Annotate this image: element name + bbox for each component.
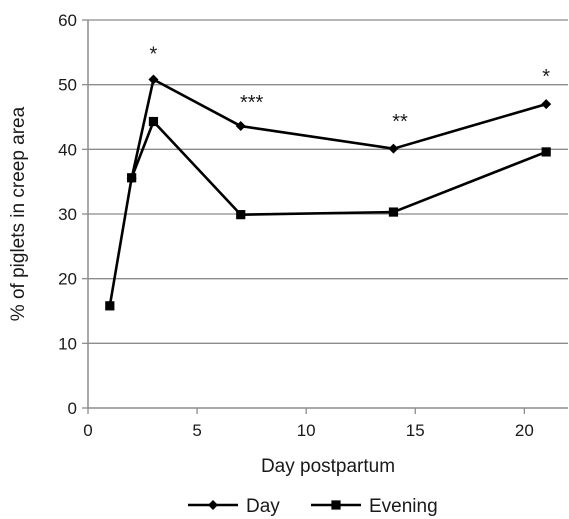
data-point-evening xyxy=(236,210,246,220)
x-tick-label: 0 xyxy=(83,421,92,440)
x-axis-label: Day postpartum xyxy=(261,456,395,477)
data-point-evening xyxy=(105,301,115,311)
legend-marker-evening xyxy=(331,500,341,510)
y-tick-label: 20 xyxy=(58,270,77,289)
y-tick-label: 60 xyxy=(58,11,77,30)
data-point-evening xyxy=(541,147,551,157)
y-tick-label: 50 xyxy=(58,76,77,95)
annotations: ******* xyxy=(150,43,551,133)
legend-label-day: Day xyxy=(246,496,280,517)
significance-annotation: ** xyxy=(392,111,408,133)
x-tick-label: 15 xyxy=(406,421,425,440)
data-point-day xyxy=(388,143,399,154)
data-point-day xyxy=(148,74,159,85)
data-point-evening xyxy=(127,173,137,183)
series-group xyxy=(105,74,552,311)
y-tick-label: 40 xyxy=(58,140,77,159)
data-point-day xyxy=(541,99,552,110)
y-axis-label: % of piglets in creep area xyxy=(8,106,29,321)
series-day xyxy=(126,74,552,184)
data-point-evening xyxy=(148,116,159,127)
y-tick-label: 10 xyxy=(58,334,77,353)
significance-annotation: * xyxy=(150,43,158,65)
series-line-evening xyxy=(108,120,547,307)
y-tick-label: 0 xyxy=(68,399,77,418)
legend-label-evening: Evening xyxy=(369,496,438,517)
legend-item-evening: Evening xyxy=(311,496,438,517)
x-tick-label: 20 xyxy=(515,421,534,440)
ticks: 0 10 20 30 40 50 60 0 5 10 15 20 xyxy=(58,11,534,440)
series-evening xyxy=(105,116,551,311)
x-tick-label: 10 xyxy=(297,421,316,440)
significance-annotation: *** xyxy=(240,92,264,114)
grid-lines xyxy=(88,19,568,344)
legend-marker-day xyxy=(208,500,218,510)
legend: Day Evening xyxy=(188,496,438,517)
x-tick-label: 5 xyxy=(192,421,201,440)
significance-annotation: * xyxy=(542,66,550,88)
legend-item-day: Day xyxy=(188,496,280,517)
y-tick-label: 30 xyxy=(58,205,77,224)
data-point-day xyxy=(235,121,246,132)
data-point-evening xyxy=(388,207,399,217)
